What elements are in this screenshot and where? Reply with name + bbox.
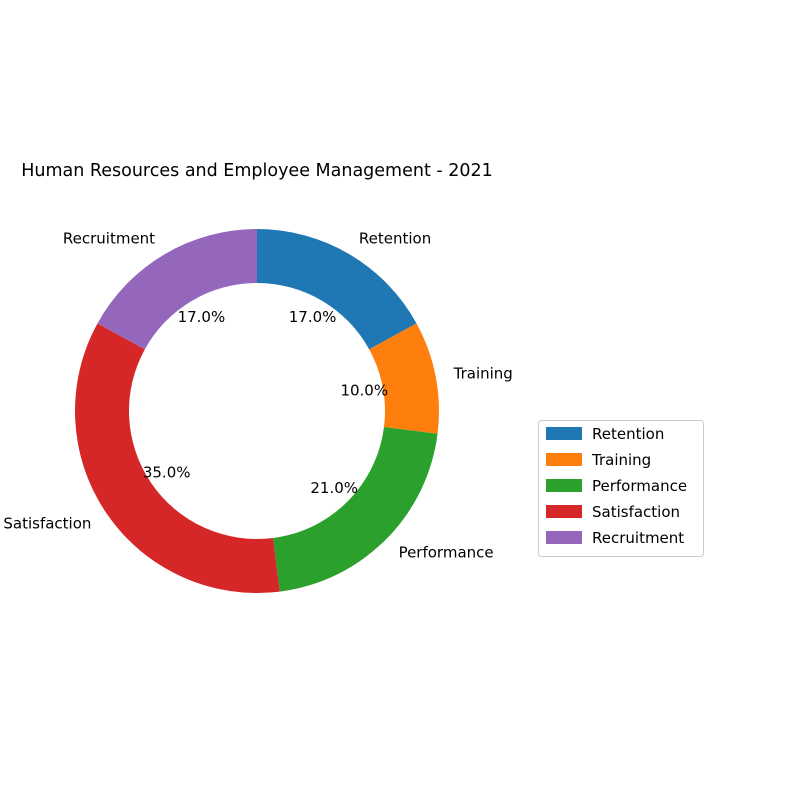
chart-title: Human Resources and Employee Management … — [21, 161, 493, 181]
slice-label-training: Training — [453, 364, 513, 382]
percent-label-recruitment: 17.0% — [178, 308, 226, 326]
slice-labels: Retention Training Performance Satisfaction… — [3, 230, 512, 562]
percent-label-performance: 21.0% — [310, 479, 358, 497]
legend: Retention Training Performance Satisfaction… — [538, 420, 704, 557]
percent-labels: 17.0% 10.0% 21.0% 35.0% 17.0% — [143, 308, 388, 497]
slice-performance — [273, 427, 438, 592]
slice-retention — [257, 229, 417, 350]
percent-label-retention: 17.0% — [289, 308, 337, 326]
legend-label-training: Training — [591, 451, 651, 469]
legend-label-retention: Retention — [592, 425, 664, 443]
legend-swatch-satisfaction — [546, 505, 582, 518]
slice-satisfaction — [74, 323, 280, 593]
slice-recruitment — [97, 229, 258, 350]
legend-label-performance: Performance — [592, 477, 687, 495]
slice-label-recruitment: Recruitment — [63, 230, 155, 248]
legend-swatch-retention — [546, 427, 582, 440]
legend-label-recruitment: Recruitment — [592, 529, 684, 547]
slice-label-satisfaction: Satisfaction — [3, 515, 91, 533]
slice-training — [369, 323, 439, 434]
legend-swatch-recruitment — [546, 531, 582, 544]
percent-label-satisfaction: 35.0% — [143, 463, 191, 481]
legend-swatch-training — [546, 453, 582, 466]
donut-slices — [74, 229, 439, 593]
percent-label-training: 10.0% — [340, 382, 388, 400]
legend-swatch-performance — [546, 479, 582, 492]
legend-label-satisfaction: Satisfaction — [592, 503, 680, 521]
slice-label-retention: Retention — [359, 230, 431, 248]
slice-label-performance: Performance — [399, 544, 494, 562]
